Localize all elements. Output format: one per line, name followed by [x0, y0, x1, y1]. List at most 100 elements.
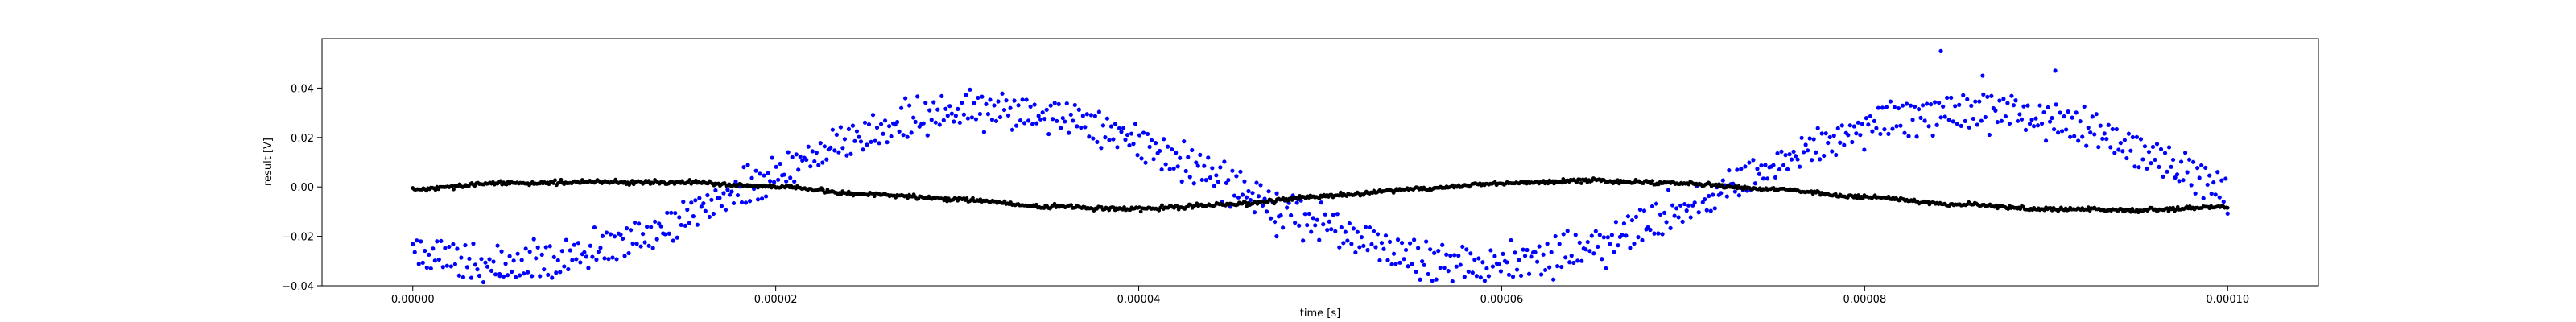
- series-2-point: [2225, 205, 2230, 210]
- series-1-point: [1628, 246, 1633, 250]
- series-1-point: [1926, 124, 1931, 129]
- series-1-point: [624, 226, 630, 231]
- series-1-point: [985, 112, 991, 117]
- series-1-point: [1293, 221, 1298, 225]
- series-1-point: [2050, 115, 2054, 121]
- series-1-point: [1305, 223, 1310, 228]
- series-1-point: [2165, 169, 2169, 174]
- series-1-point: [1191, 181, 1196, 186]
- series-1-point: [1349, 242, 1354, 246]
- series-1-point: [2193, 191, 2198, 196]
- series-1-point: [2110, 126, 2115, 132]
- series-1-point: [2015, 118, 2021, 123]
- series-1-point: [1522, 254, 1528, 258]
- series-1-point: [2223, 176, 2228, 181]
- series-1-point: [1779, 149, 1784, 154]
- series-1-point: [1739, 167, 1744, 171]
- series-1-point: [808, 164, 813, 169]
- series-1-point: [1872, 118, 1876, 123]
- series-1-point: [943, 106, 948, 111]
- series-1-point: [2096, 145, 2101, 150]
- series-1-point: [1458, 262, 1463, 267]
- series-1-point: [786, 150, 791, 155]
- series-1-point: [695, 222, 700, 227]
- series-1-point: [1242, 179, 1247, 184]
- series-1-point: [796, 167, 801, 172]
- series-1-point: [2114, 126, 2119, 132]
- series-1-point: [2136, 165, 2141, 170]
- series-1-point: [976, 95, 980, 101]
- series-1-point: [1079, 126, 1084, 130]
- series-1-point: [1938, 48, 1943, 53]
- series-1-point: [2070, 115, 2074, 120]
- series-1-point: [1315, 217, 1319, 222]
- series-1-point: [1707, 193, 1711, 199]
- series-1-point: [1682, 201, 1687, 207]
- y-tick-label: 0.00: [291, 182, 314, 194]
- series-1-point: [812, 159, 817, 164]
- series-1-point: [1179, 179, 1184, 184]
- series-1-point: [459, 255, 464, 260]
- series-1-point: [973, 117, 979, 122]
- series-2-point: [943, 196, 948, 200]
- series-1-point: [1777, 167, 1782, 172]
- series-1-point: [1888, 99, 1893, 104]
- series-1-point: [1333, 229, 1338, 233]
- series-1-point: [1236, 195, 1241, 200]
- series-1-point: [1997, 98, 2002, 103]
- series-1-point: [642, 240, 647, 245]
- series-1-point: [960, 101, 964, 105]
- series-2-point: [1855, 196, 1859, 200]
- series-1-point: [1625, 214, 1631, 219]
- y-axis-ticks: −0.04 −0.02 0.00 0.02 0.04: [282, 83, 322, 293]
- series-1-point: [1046, 131, 1051, 137]
- series-1-point: [675, 235, 679, 240]
- series-1-point: [1587, 249, 1592, 254]
- series-1-point: [511, 258, 516, 263]
- series-1-point: [1125, 132, 1130, 138]
- series-1-point: [774, 164, 778, 169]
- series-1-point: [1593, 229, 1598, 233]
- series-1-point: [2112, 151, 2117, 155]
- series-1-point: [602, 256, 607, 261]
- series-2-point: [450, 184, 455, 188]
- series-1-point: [1608, 242, 1612, 246]
- series-2-point: [433, 188, 438, 192]
- series-1-point: [1609, 233, 1614, 237]
- series-1-point: [1371, 229, 1377, 233]
- series-1-point: [1063, 119, 1067, 124]
- series-1-point: [641, 232, 646, 237]
- series-2-point: [1860, 196, 1865, 201]
- series-1-point: [1212, 184, 1216, 188]
- series-1-point: [1752, 181, 1758, 186]
- series-1-point: [1539, 272, 1544, 277]
- series-1-point: [2126, 131, 2131, 136]
- series-1-point: [2195, 166, 2200, 171]
- series-1-point: [1811, 137, 1816, 142]
- series-1-point: [2053, 68, 2058, 73]
- series-1-point: [1424, 239, 1429, 244]
- series-1-point: [1559, 264, 1564, 270]
- series-1-point: [968, 87, 972, 92]
- series-1-point: [501, 274, 506, 279]
- series-1-point: [2086, 125, 2091, 130]
- series-1-point: [1501, 251, 1505, 256]
- series-1-point: [2108, 145, 2113, 150]
- series-1-point: [699, 204, 704, 209]
- series-1-point: [1222, 159, 1227, 164]
- series-1-point: [1412, 237, 1417, 242]
- series-2-point: [1337, 193, 1341, 198]
- series-1-point: [911, 115, 916, 120]
- series-1-point: [610, 255, 615, 260]
- series-1-point: [2039, 121, 2045, 126]
- series-1-point: [2122, 138, 2127, 142]
- series-1-point: [1141, 130, 1146, 135]
- series-1-point: [1325, 228, 1330, 233]
- series-1-point: [1381, 246, 1386, 251]
- series-1-point: [1359, 235, 1364, 240]
- series-1-point: [1882, 127, 1887, 132]
- series-1-point: [1444, 252, 1449, 257]
- series-1-point: [1026, 118, 1031, 123]
- series-1-point: [1620, 233, 1624, 237]
